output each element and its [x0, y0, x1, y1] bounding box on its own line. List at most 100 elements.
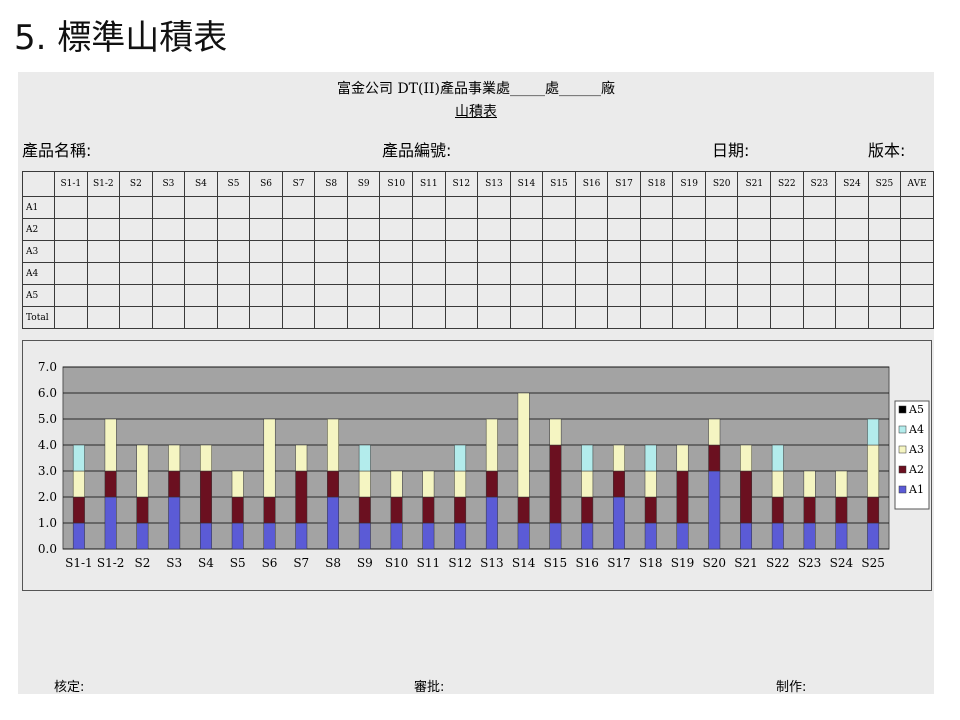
table-cell — [281, 306, 316, 329]
table-cell — [216, 218, 251, 241]
legend-swatch-a3 — [898, 445, 907, 454]
column-header: S5 — [216, 171, 251, 197]
table-cell — [54, 196, 88, 219]
table-cell — [184, 262, 218, 285]
bar-segment-a1 — [612, 496, 625, 550]
bar-segment-a3 — [867, 444, 880, 498]
table-cell — [574, 306, 609, 329]
table-cell — [672, 196, 706, 219]
bar-segment-a2 — [612, 470, 625, 498]
bar-segment-a1 — [72, 522, 85, 550]
bar-segment-a3 — [612, 444, 625, 472]
bar-segment-a3 — [390, 470, 403, 498]
table-cell — [249, 306, 283, 329]
bar-segment-a3 — [231, 470, 244, 498]
table-cell — [379, 306, 414, 329]
x-tick-label: S1-2 — [97, 556, 125, 570]
table-row: A2 — [22, 218, 934, 241]
table-cell — [86, 196, 121, 219]
row-label: Total — [22, 306, 55, 329]
bar-segment-a2 — [644, 496, 657, 524]
review-label: 審批: — [414, 680, 445, 695]
table-cell — [54, 240, 88, 263]
bar-segment-a1 — [168, 496, 181, 550]
table-cell — [737, 218, 772, 241]
bar-segment-a2 — [454, 496, 467, 524]
table-cell — [639, 196, 674, 219]
table-cell — [672, 284, 706, 307]
load-table: S1-1 S1-2 S2 S3 S4 S5 S6 S7 S8 S9 S10 S11 S12 S13 S14 S… — [22, 171, 934, 329]
table-cell — [444, 284, 479, 307]
bar-segment-a2 — [835, 496, 848, 524]
x-tick-label: S9 — [357, 556, 373, 570]
table-cell — [184, 306, 218, 329]
table-cell — [867, 306, 902, 329]
table-cell — [802, 196, 837, 219]
table-cell — [119, 240, 153, 263]
table-cell — [379, 240, 414, 263]
table-cell — [607, 284, 641, 307]
bar-segment-a1 — [485, 496, 498, 550]
x-tick-label: S13 — [480, 556, 504, 570]
bar-segment-a1 — [771, 522, 784, 550]
table-cell — [151, 306, 186, 329]
table-cell — [314, 240, 348, 263]
table-cell — [639, 240, 674, 263]
x-tick-label: S18 — [639, 556, 663, 570]
table-cell — [281, 240, 316, 263]
table-cell — [900, 262, 934, 285]
table-cell — [379, 262, 414, 285]
table-cell — [607, 262, 641, 285]
legend-label: A1 — [908, 483, 924, 496]
bar-segment-a2 — [199, 470, 212, 524]
table-cell — [119, 218, 153, 241]
table-cell — [346, 196, 381, 219]
column-header: S21 — [737, 171, 772, 197]
bar-segment-a1 — [295, 522, 308, 550]
bar-segment-a3 — [104, 418, 117, 472]
form-sheet: 富金公司 DT(II)產品事業處_____處______廠 山積表 產品名稱: … — [18, 72, 934, 695]
table-cell — [477, 262, 511, 285]
table-cell — [867, 262, 902, 285]
bar-segment-a2 — [327, 470, 340, 498]
date-label: 日期: — [712, 141, 750, 160]
table-cell — [704, 284, 739, 307]
bar-segment-a1 — [549, 522, 562, 550]
x-tick-label: S4 — [198, 556, 214, 570]
table-cell — [900, 196, 934, 219]
table-cell — [867, 196, 902, 219]
table-cell — [835, 218, 869, 241]
table-cell — [574, 218, 609, 241]
bar-segment-a2 — [390, 496, 403, 524]
plot-area — [62, 366, 890, 550]
table-cell — [867, 240, 902, 263]
table-cell — [770, 306, 804, 329]
bar-segment-a3 — [644, 470, 657, 498]
bar-segment-a2 — [549, 444, 562, 524]
table-cell — [509, 218, 544, 241]
table-row: A4 — [22, 262, 934, 285]
table-cell — [607, 306, 641, 329]
column-header: S8 — [314, 171, 348, 197]
legend-swatch-a2 — [898, 465, 907, 474]
bar-segment-a1 — [803, 522, 816, 550]
table-cell — [900, 306, 934, 329]
table-cell — [86, 240, 121, 263]
table-cell — [542, 284, 576, 307]
table-cell — [86, 218, 121, 241]
row-label: A4 — [22, 262, 55, 285]
table-cell — [216, 196, 251, 219]
form-header: 富金公司 DT(II)產品事業處_____處______廠 — [337, 81, 615, 97]
table-cell — [379, 218, 414, 241]
bar-segment-a3 — [803, 470, 816, 498]
table-cell — [509, 306, 544, 329]
table-cell — [54, 284, 88, 307]
table-cell — [346, 218, 381, 241]
column-header: S1-1 — [54, 171, 88, 197]
row-label: A1 — [22, 196, 55, 219]
table-cell — [119, 284, 153, 307]
table-cell — [737, 196, 772, 219]
bar-segment-a3 — [263, 418, 276, 498]
table-cell — [281, 196, 316, 219]
column-header: S20 — [704, 171, 739, 197]
